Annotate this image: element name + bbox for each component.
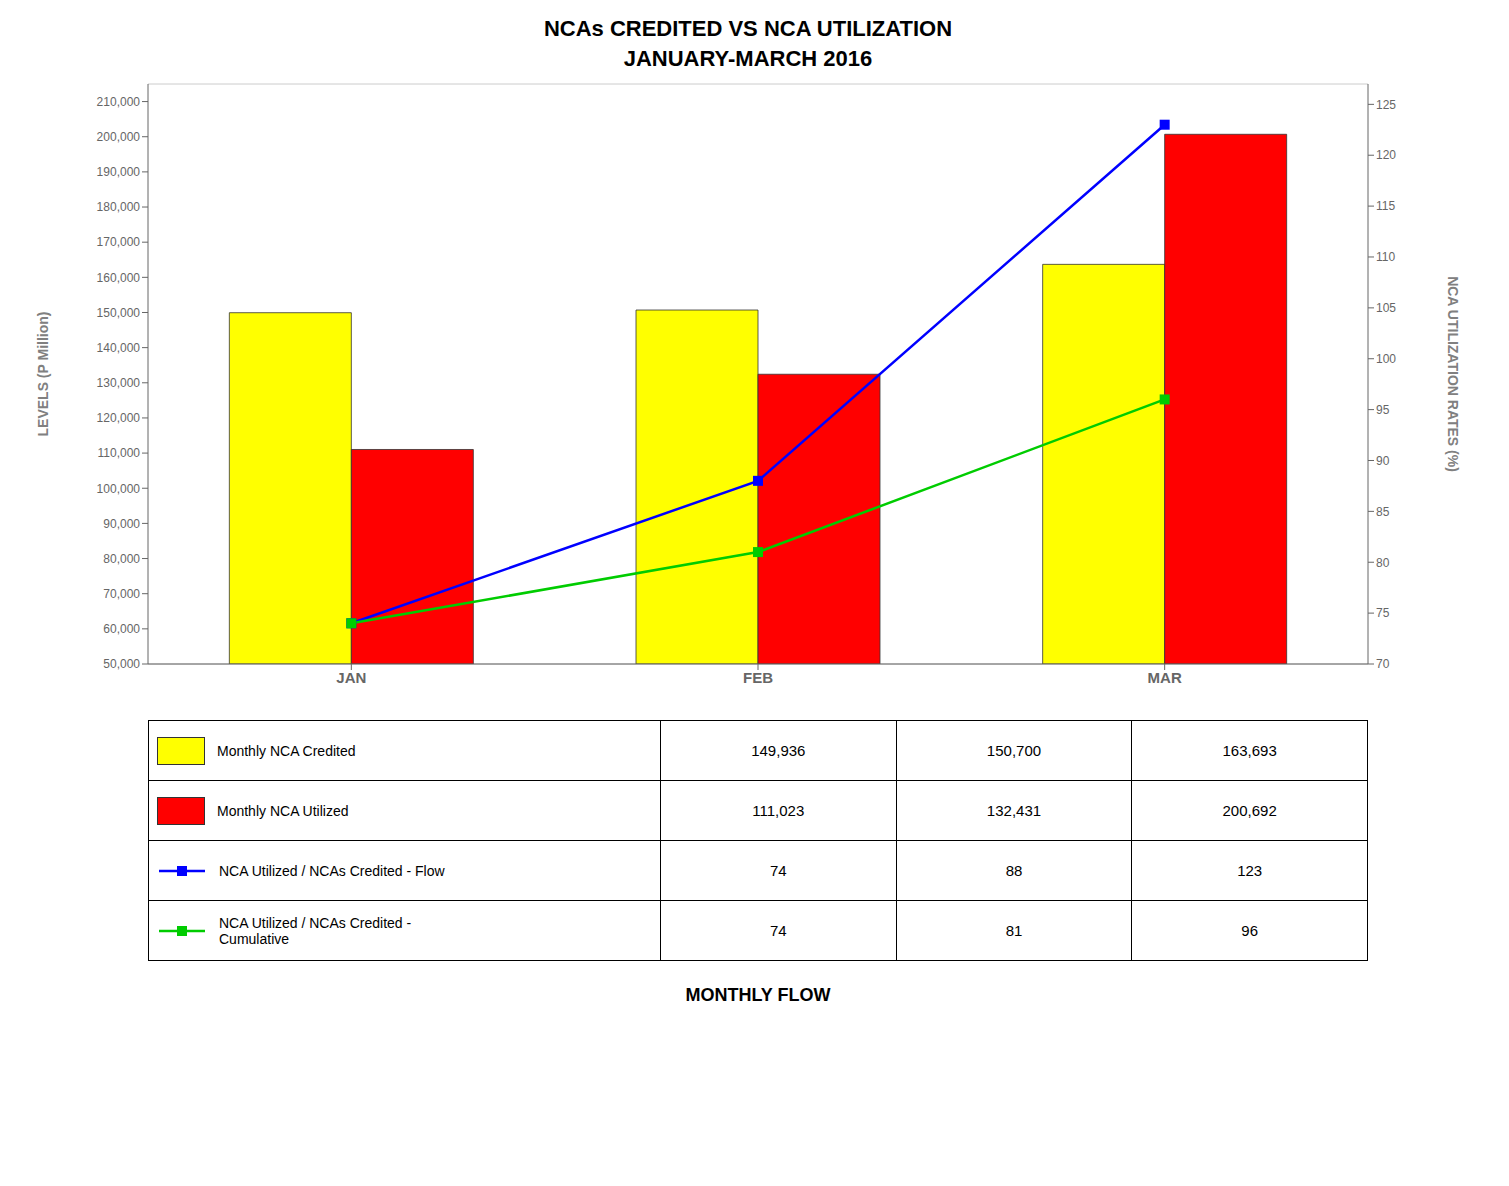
svg-text:210,000: 210,000 [97, 95, 141, 109]
html-text:MONTHLY FLOW: MONTHLY FLOW [685, 985, 831, 1005]
svg-text:60,000: 60,000 [103, 622, 140, 636]
html-text:111,023: 111,023 [752, 802, 805, 819]
html-text:149,936: 149,936 [751, 742, 806, 759]
svg-text:90,000: 90,000 [103, 517, 140, 531]
html-text:200,692: 200,692 [1222, 802, 1277, 819]
svg-text:140,000: 140,000 [97, 341, 141, 355]
svg-text:115: 115 [1376, 199, 1395, 213]
html-text:81: 81 [1005, 922, 1023, 939]
svg-text:125: 125 [1376, 98, 1396, 112]
html-text:NCA Utilized / NCAs Credited -: NCA Utilized / NCAs Credited - Cumulativ… [219, 914, 412, 947]
svg-text:100: 100 [1376, 352, 1396, 366]
html-text:NCA Utilized / NCAs Credited -: NCA Utilized / NCAs Credited - Flow [219, 862, 445, 879]
svg-text:75: 75 [1376, 606, 1390, 620]
svg-text:LEVELS (P Million): LEVELS (P Million) [35, 312, 51, 437]
svg-text:180,000: 180,000 [97, 200, 141, 214]
svg-text:200,000: 200,000 [97, 130, 141, 144]
html-text:150,700: 150,700 [986, 742, 1042, 759]
html-text:74: 74 [770, 862, 787, 879]
svg-text:105: 105 [1376, 301, 1396, 315]
svg-text:JAN: JAN [336, 669, 366, 686]
html-text:96: 96 [1241, 922, 1258, 939]
svg-text:95: 95 [1376, 403, 1390, 417]
html-text:Monthly NCA Utilized: Monthly NCA Utilized [217, 802, 349, 819]
html-text:NCAs CREDITED VS NCA UTILIZATI: NCAs CREDITED VS NCA UTILIZATION [543, 16, 953, 41]
svg-text:120,000: 120,000 [97, 411, 141, 425]
svg-text:130,000: 130,000 [97, 376, 141, 390]
svg-text:80,000: 80,000 [103, 552, 140, 566]
html-text:123: 123 [1237, 862, 1263, 879]
svg-text:50,000: 50,000 [103, 657, 140, 671]
svg-text:85: 85 [1376, 505, 1390, 519]
svg-text:160,000: 160,000 [97, 271, 141, 285]
svg-text:110: 110 [1376, 250, 1395, 264]
svg-text:100,000: 100,000 [97, 482, 141, 496]
svg-text:NCA UTILIZATION RATES (%): NCA UTILIZATION RATES (%) [1445, 276, 1461, 472]
svg-text:70,000: 70,000 [103, 587, 140, 601]
svg-text:90: 90 [1376, 454, 1390, 468]
html-text:Monthly NCA Credited: Monthly NCA Credited [217, 742, 356, 759]
html-text:132,431: 132,431 [986, 802, 1042, 819]
html-text:74: 74 [770, 922, 787, 939]
html-text:88: 88 [1005, 862, 1023, 879]
svg-text:150,000: 150,000 [97, 306, 141, 320]
svg-text:FEB: FEB [743, 669, 773, 686]
svg-text:70: 70 [1376, 657, 1390, 671]
html-text:JANUARY-MARCH 2016: JANUARY-MARCH 2016 [623, 46, 873, 71]
svg-text:170,000: 170,000 [97, 235, 141, 249]
svg-text:MAR: MAR [1148, 669, 1182, 686]
svg-text:80: 80 [1376, 556, 1390, 570]
html-text:163,693: 163,693 [1222, 742, 1277, 759]
svg-text:110,000: 110,000 [98, 446, 141, 460]
svg-text:120: 120 [1376, 148, 1396, 162]
svg-text:190,000: 190,000 [97, 165, 141, 179]
